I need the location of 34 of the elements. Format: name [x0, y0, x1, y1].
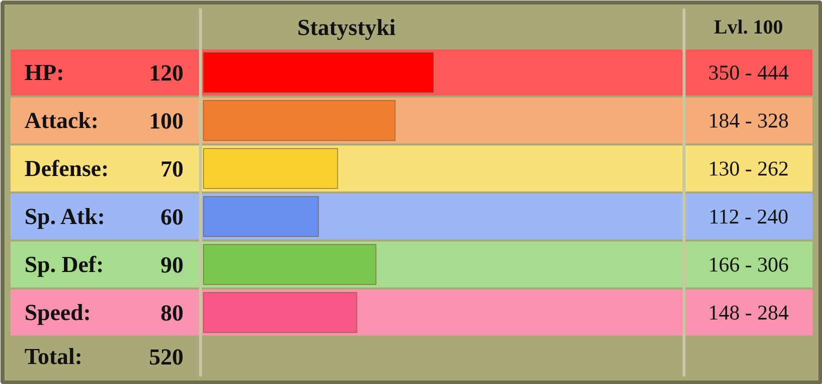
data-label: 60 — [160, 204, 184, 230]
y-tick-label: Sp. Atk — [24, 204, 98, 229]
text: 184 - 328 — [708, 108, 789, 132]
text: 112 - 240 — [708, 204, 788, 228]
bar — [203, 244, 376, 285]
bar — [203, 100, 396, 141]
text: 148 - 284 — [708, 300, 790, 324]
text: Total: — [24, 344, 82, 369]
chart-title: Statystyki — [297, 15, 396, 40]
text: Lvl. 100 — [714, 16, 783, 38]
y-tick-label: Sp. Def — [24, 252, 96, 277]
y-tick-label: HP — [24, 60, 56, 85]
bar — [203, 52, 434, 93]
text: : — [97, 204, 106, 229]
y-tick-label: Attack — [24, 108, 92, 133]
text: : — [101, 156, 109, 181]
data-label: 90 — [160, 252, 184, 278]
data-label: 120 — [149, 60, 184, 86]
text: 130 - 262 — [708, 156, 789, 180]
text: : — [56, 60, 64, 85]
bar — [203, 292, 358, 333]
y-tick-label: Speed — [24, 300, 84, 325]
text: : — [83, 300, 91, 325]
data-label: 100 — [149, 108, 184, 134]
text: : — [96, 252, 104, 277]
data-label: 70 — [160, 156, 184, 182]
y-tick-label: Defense — [24, 156, 102, 181]
text: 166 - 306 — [708, 252, 789, 276]
text: : — [90, 108, 99, 133]
bar — [203, 196, 319, 237]
text: 520 — [149, 344, 184, 370]
bar — [203, 148, 338, 189]
text: 350 - 444 — [708, 60, 790, 84]
data-label: 80 — [160, 300, 184, 326]
